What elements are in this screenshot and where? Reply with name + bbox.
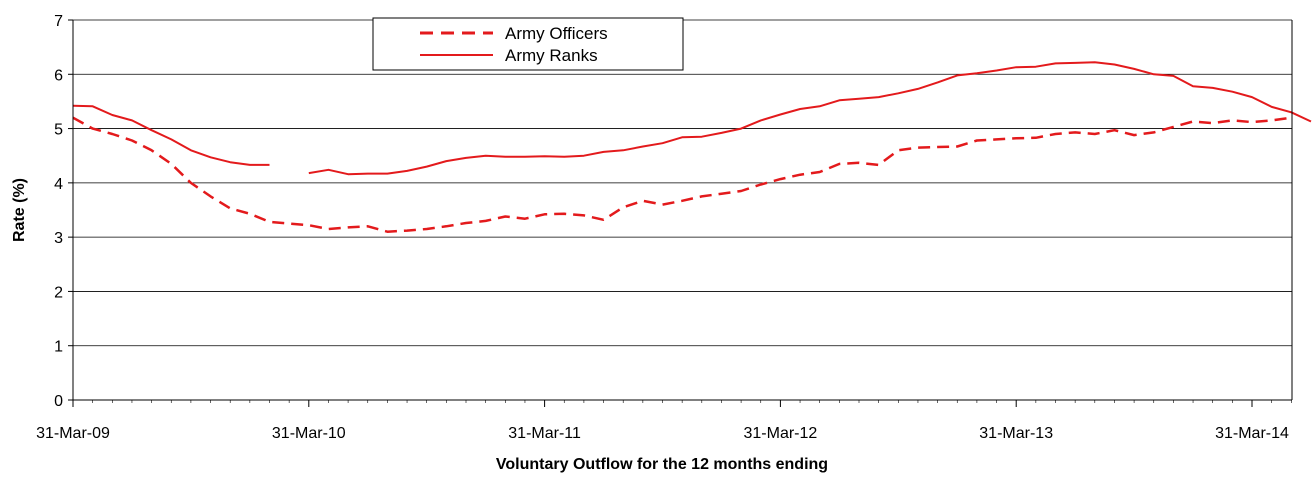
y-tick-label: 7 xyxy=(54,13,63,30)
legend: Army Officers Army Ranks xyxy=(372,17,684,71)
x-tick-label: 31-Mar-13 xyxy=(979,425,1053,442)
series-layer xyxy=(72,61,1312,233)
x-tick-label: 31-Mar-12 xyxy=(743,425,817,442)
y-tick-labels: 0 1 2 3 4 5 6 7 xyxy=(54,13,63,410)
series-line-army-ranks xyxy=(72,61,1312,176)
x-axis-title: Voluntary Outflow for the 12 months endi… xyxy=(496,456,828,473)
y-tick-label: 1 xyxy=(54,339,63,356)
x-tick-label: 31-Mar-11 xyxy=(508,425,581,442)
legend-label-army-officers: Army Officers xyxy=(505,24,608,43)
y-axis-title: Rate (%) xyxy=(11,178,28,242)
y-tick-label: 6 xyxy=(54,67,63,84)
y-tick-label: 0 xyxy=(54,393,63,410)
y-tick-label: 3 xyxy=(54,230,63,247)
series-army-officers xyxy=(72,116,1292,233)
legend-box xyxy=(372,17,684,71)
y-tick-label: 2 xyxy=(54,284,63,301)
y-tick-label: 5 xyxy=(54,122,63,139)
series-line-army-officers xyxy=(72,116,1292,233)
x-tick-labels: 31-Mar-09 31-Mar-10 31-Mar-11 31-Mar-12 31-M… xyxy=(36,425,1289,442)
x-tick-label: 31-Mar-09 xyxy=(36,425,110,442)
y-tick-label: 4 xyxy=(54,176,63,193)
x-tick-label: 31-Mar-10 xyxy=(272,425,346,442)
x-tick-label: 31-Mar-14 xyxy=(1215,425,1289,442)
legend-label-army-ranks: Army Ranks xyxy=(505,46,598,65)
gridlines xyxy=(73,19,1292,347)
series-army-ranks xyxy=(72,61,1312,176)
axes xyxy=(68,19,1293,407)
